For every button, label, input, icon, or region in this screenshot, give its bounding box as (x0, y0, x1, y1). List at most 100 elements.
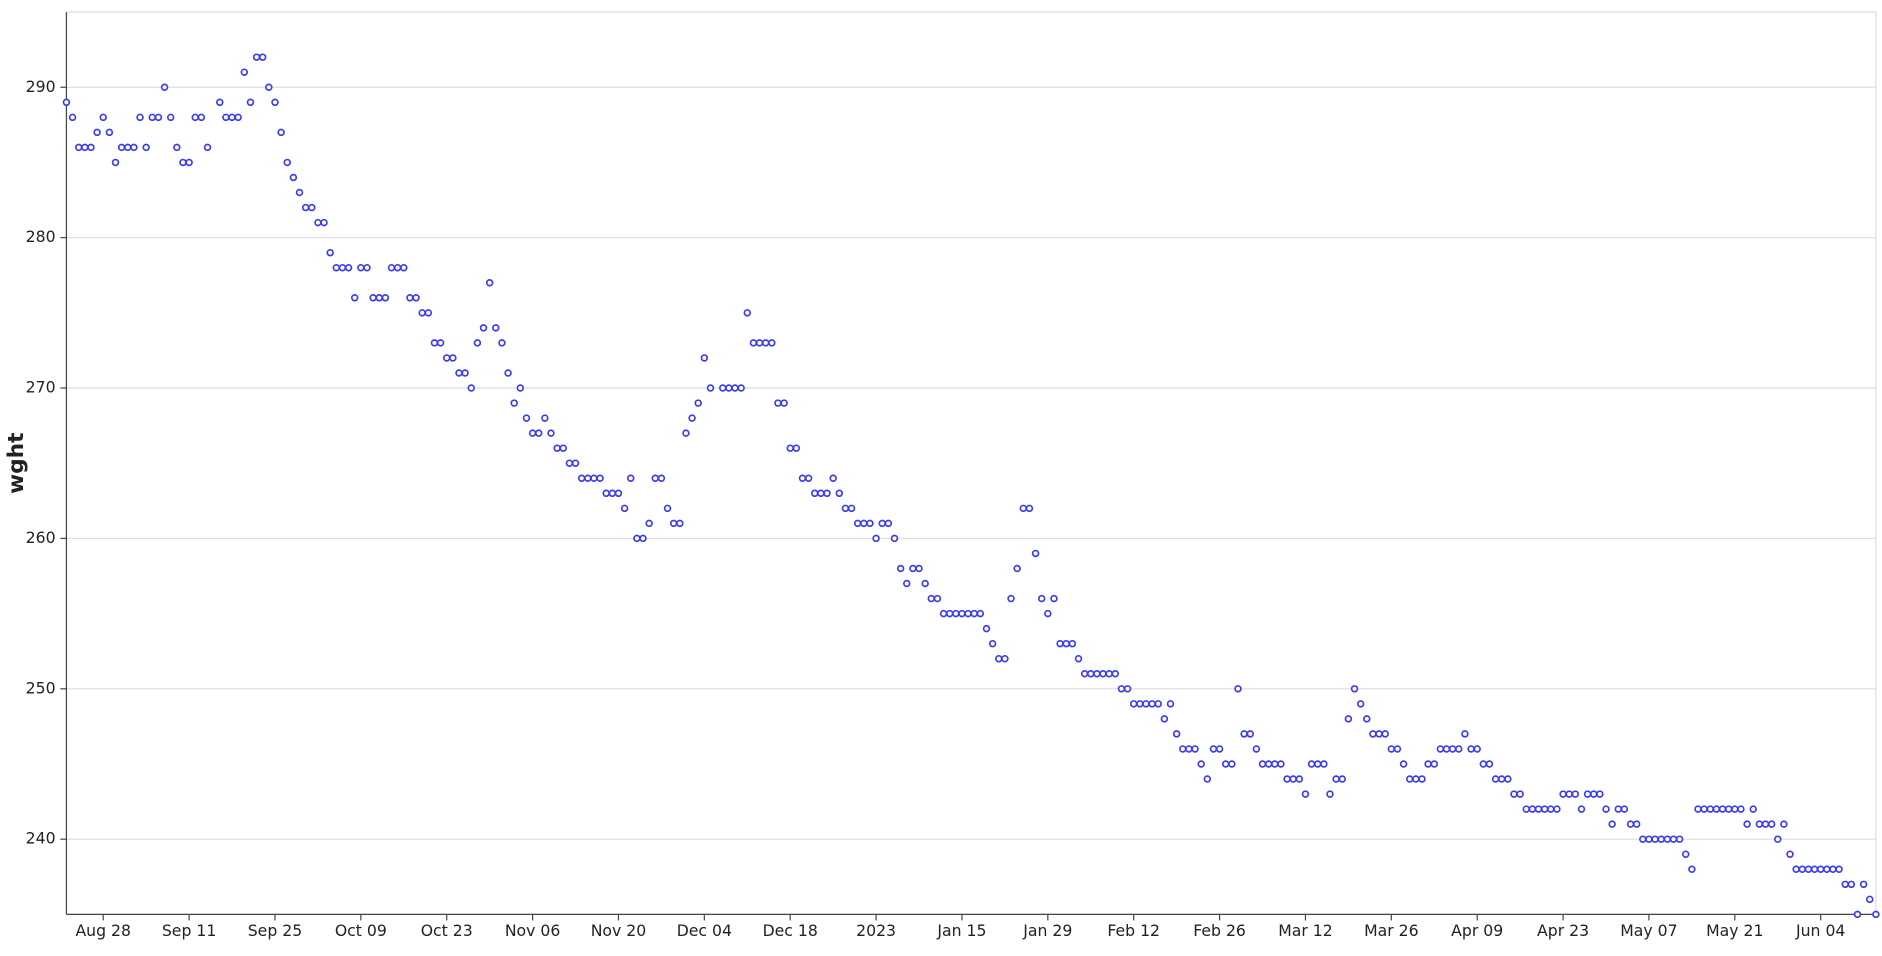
point (1166, 700, 1175, 708)
point (541, 414, 549, 422)
point (1123, 685, 1132, 693)
point (234, 113, 242, 122)
point (1767, 820, 1776, 828)
point (1068, 639, 1077, 648)
point (173, 143, 181, 152)
point (1129, 700, 1138, 708)
point (1350, 685, 1359, 693)
point (1547, 805, 1555, 813)
point (1645, 835, 1653, 843)
point (676, 519, 684, 528)
point (148, 113, 157, 122)
x-tick-label: Nov 06 (505, 921, 561, 940)
point (1326, 790, 1334, 798)
point (105, 128, 114, 137)
point (1356, 700, 1365, 708)
point (1448, 745, 1457, 753)
point (418, 309, 426, 317)
point (498, 339, 506, 347)
x-tick-label: Oct 09 (335, 921, 387, 940)
point (1117, 685, 1126, 693)
point (620, 504, 629, 513)
point (1197, 760, 1205, 768)
point (68, 113, 77, 122)
point (700, 354, 709, 362)
point (688, 414, 696, 422)
point (988, 639, 997, 648)
point (1252, 745, 1261, 753)
point (485, 279, 494, 287)
x-tick-label: Mar 26 (1364, 921, 1418, 940)
point (400, 263, 408, 272)
point (1105, 670, 1113, 678)
point (798, 474, 807, 483)
point (1571, 790, 1580, 798)
point (1074, 654, 1083, 663)
point (252, 53, 261, 61)
point (1430, 760, 1438, 768)
point (1399, 760, 1408, 768)
point (829, 474, 837, 483)
point (1473, 745, 1481, 753)
point (1651, 835, 1659, 843)
point (995, 654, 1003, 663)
point (571, 459, 580, 467)
point (130, 143, 138, 152)
point (1264, 760, 1273, 768)
x-tick-label: Oct 23 (421, 921, 473, 940)
point (430, 339, 439, 347)
point (1731, 805, 1739, 813)
point (185, 158, 193, 167)
point (124, 143, 132, 152)
point (1614, 805, 1623, 813)
point (1209, 745, 1218, 753)
point (1185, 745, 1193, 753)
x-tick-label: Dec 04 (677, 921, 732, 940)
point (492, 324, 500, 332)
point (872, 534, 880, 543)
point (584, 474, 592, 483)
point (393, 263, 402, 272)
point (1037, 594, 1046, 603)
point (890, 534, 899, 543)
point (1632, 820, 1641, 828)
point (590, 474, 598, 483)
point (1277, 760, 1285, 768)
point (504, 369, 512, 377)
point (921, 579, 929, 588)
plot-frame (65, 11, 1877, 915)
point (817, 489, 825, 498)
point (1872, 910, 1880, 919)
point (1792, 865, 1800, 874)
point (522, 414, 531, 422)
x-tick-label: Sep 11 (162, 921, 216, 940)
point (1688, 865, 1696, 874)
point (87, 143, 95, 152)
point (976, 609, 985, 618)
point (1338, 775, 1346, 783)
point (1583, 790, 1592, 798)
point (1534, 805, 1543, 813)
point (1289, 775, 1297, 783)
point (1829, 865, 1837, 874)
point (1620, 805, 1629, 813)
point (1589, 790, 1598, 798)
point (1497, 775, 1506, 783)
point (1442, 745, 1451, 753)
point (1111, 670, 1120, 678)
point (265, 83, 273, 91)
point (1099, 670, 1107, 678)
point (1136, 700, 1144, 708)
x-tick-label: Jan 15 (936, 921, 986, 940)
point (1301, 790, 1310, 798)
point (1853, 910, 1862, 919)
point (1228, 760, 1236, 768)
point (1461, 730, 1469, 738)
point (191, 113, 199, 122)
point (1706, 805, 1715, 813)
point (639, 534, 647, 543)
point (1387, 745, 1396, 753)
point (154, 113, 163, 122)
point (927, 594, 936, 603)
